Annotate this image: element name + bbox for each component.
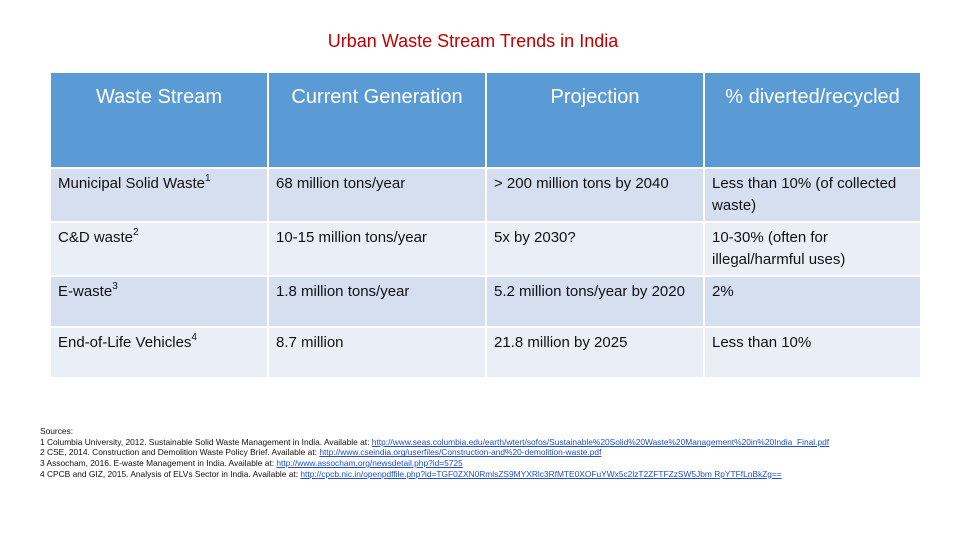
- cell-waste-stream: End-of-Life Vehicles4: [49, 326, 269, 379]
- table-header-row: Waste Stream Current Generation Projecti…: [49, 71, 922, 169]
- source-item: 3 Assocham, 2016. E-waste Management in …: [40, 458, 463, 469]
- header-projection: Projection: [485, 71, 705, 169]
- cell-diverted: Less than 10% (of collected waste): [703, 167, 922, 223]
- cell-waste-stream: C&D waste2: [49, 221, 269, 277]
- sources-heading: Sources:: [40, 426, 74, 436]
- source-item: 1 Columbia University, 2012. Sustainable…: [40, 436, 830, 447]
- cell-projection: 5.2 million tons/year by 2020: [485, 275, 705, 328]
- cell-current-generation: 10-15 million tons/year: [267, 221, 487, 277]
- cell-projection: > 200 million tons by 2040: [485, 167, 705, 223]
- cell-waste-stream: Municipal Solid Waste1: [49, 167, 269, 223]
- cell-diverted: Less than 10%: [703, 326, 922, 379]
- source-link[interactable]: http://www.seas.columbia.edu/earth/wtert…: [371, 436, 830, 447]
- footnote-ref: 4: [191, 332, 197, 343]
- source-link[interactable]: http://cpcb.nic.in/openpdffile.php?id=TG…: [300, 468, 782, 479]
- footnote-ref: 3: [112, 281, 118, 292]
- waste-stream-table: Waste Stream Current Generation Projecti…: [49, 71, 922, 379]
- table-row: C&D waste2 10-15 million tons/year 5x by…: [49, 221, 922, 277]
- cell-projection: 5x by 2030?: [485, 221, 705, 277]
- header-current-generation: Current Generation: [267, 71, 487, 169]
- header-waste-stream: Waste Stream: [49, 71, 269, 169]
- source-link[interactable]: http://www.assocham.org/newsdetail.php?i…: [276, 458, 463, 469]
- cell-current-generation: 68 million tons/year: [267, 167, 487, 223]
- cell-diverted: 10-30% (often for illegal/harmful uses): [703, 221, 922, 277]
- table-row: End-of-Life Vehicles4 8.7 million 21.8 m…: [49, 326, 922, 379]
- page-title: Urban Waste Stream Trends in India: [327, 31, 619, 51]
- sources-section: Sources: 1 Columbia University, 2012. Su…: [40, 426, 955, 480]
- source-item: 4 CPCB and GIZ, 2015. Analysis of ELVs S…: [40, 468, 782, 479]
- table-row: E-waste3 1.8 million tons/year 5.2 milli…: [49, 275, 922, 328]
- cell-waste-stream: E-waste3: [49, 275, 269, 328]
- cell-current-generation: 1.8 million tons/year: [267, 275, 487, 328]
- footnote-ref: 2: [133, 227, 139, 238]
- cell-projection: 21.8 million by 2025: [485, 326, 705, 379]
- footnote-ref: 1: [205, 173, 211, 184]
- table-row: Municipal Solid Waste1 68 million tons/y…: [49, 167, 922, 223]
- cell-diverted: 2%: [703, 275, 922, 328]
- cell-current-generation: 8.7 million: [267, 326, 487, 379]
- header-diverted-recycled: % diverted/recycled: [703, 71, 922, 169]
- source-item: 2 CSE, 2014. Construction and Demolition…: [40, 447, 602, 458]
- source-link[interactable]: http://www.cseindia.org/userfiles/Constr…: [319, 447, 602, 458]
